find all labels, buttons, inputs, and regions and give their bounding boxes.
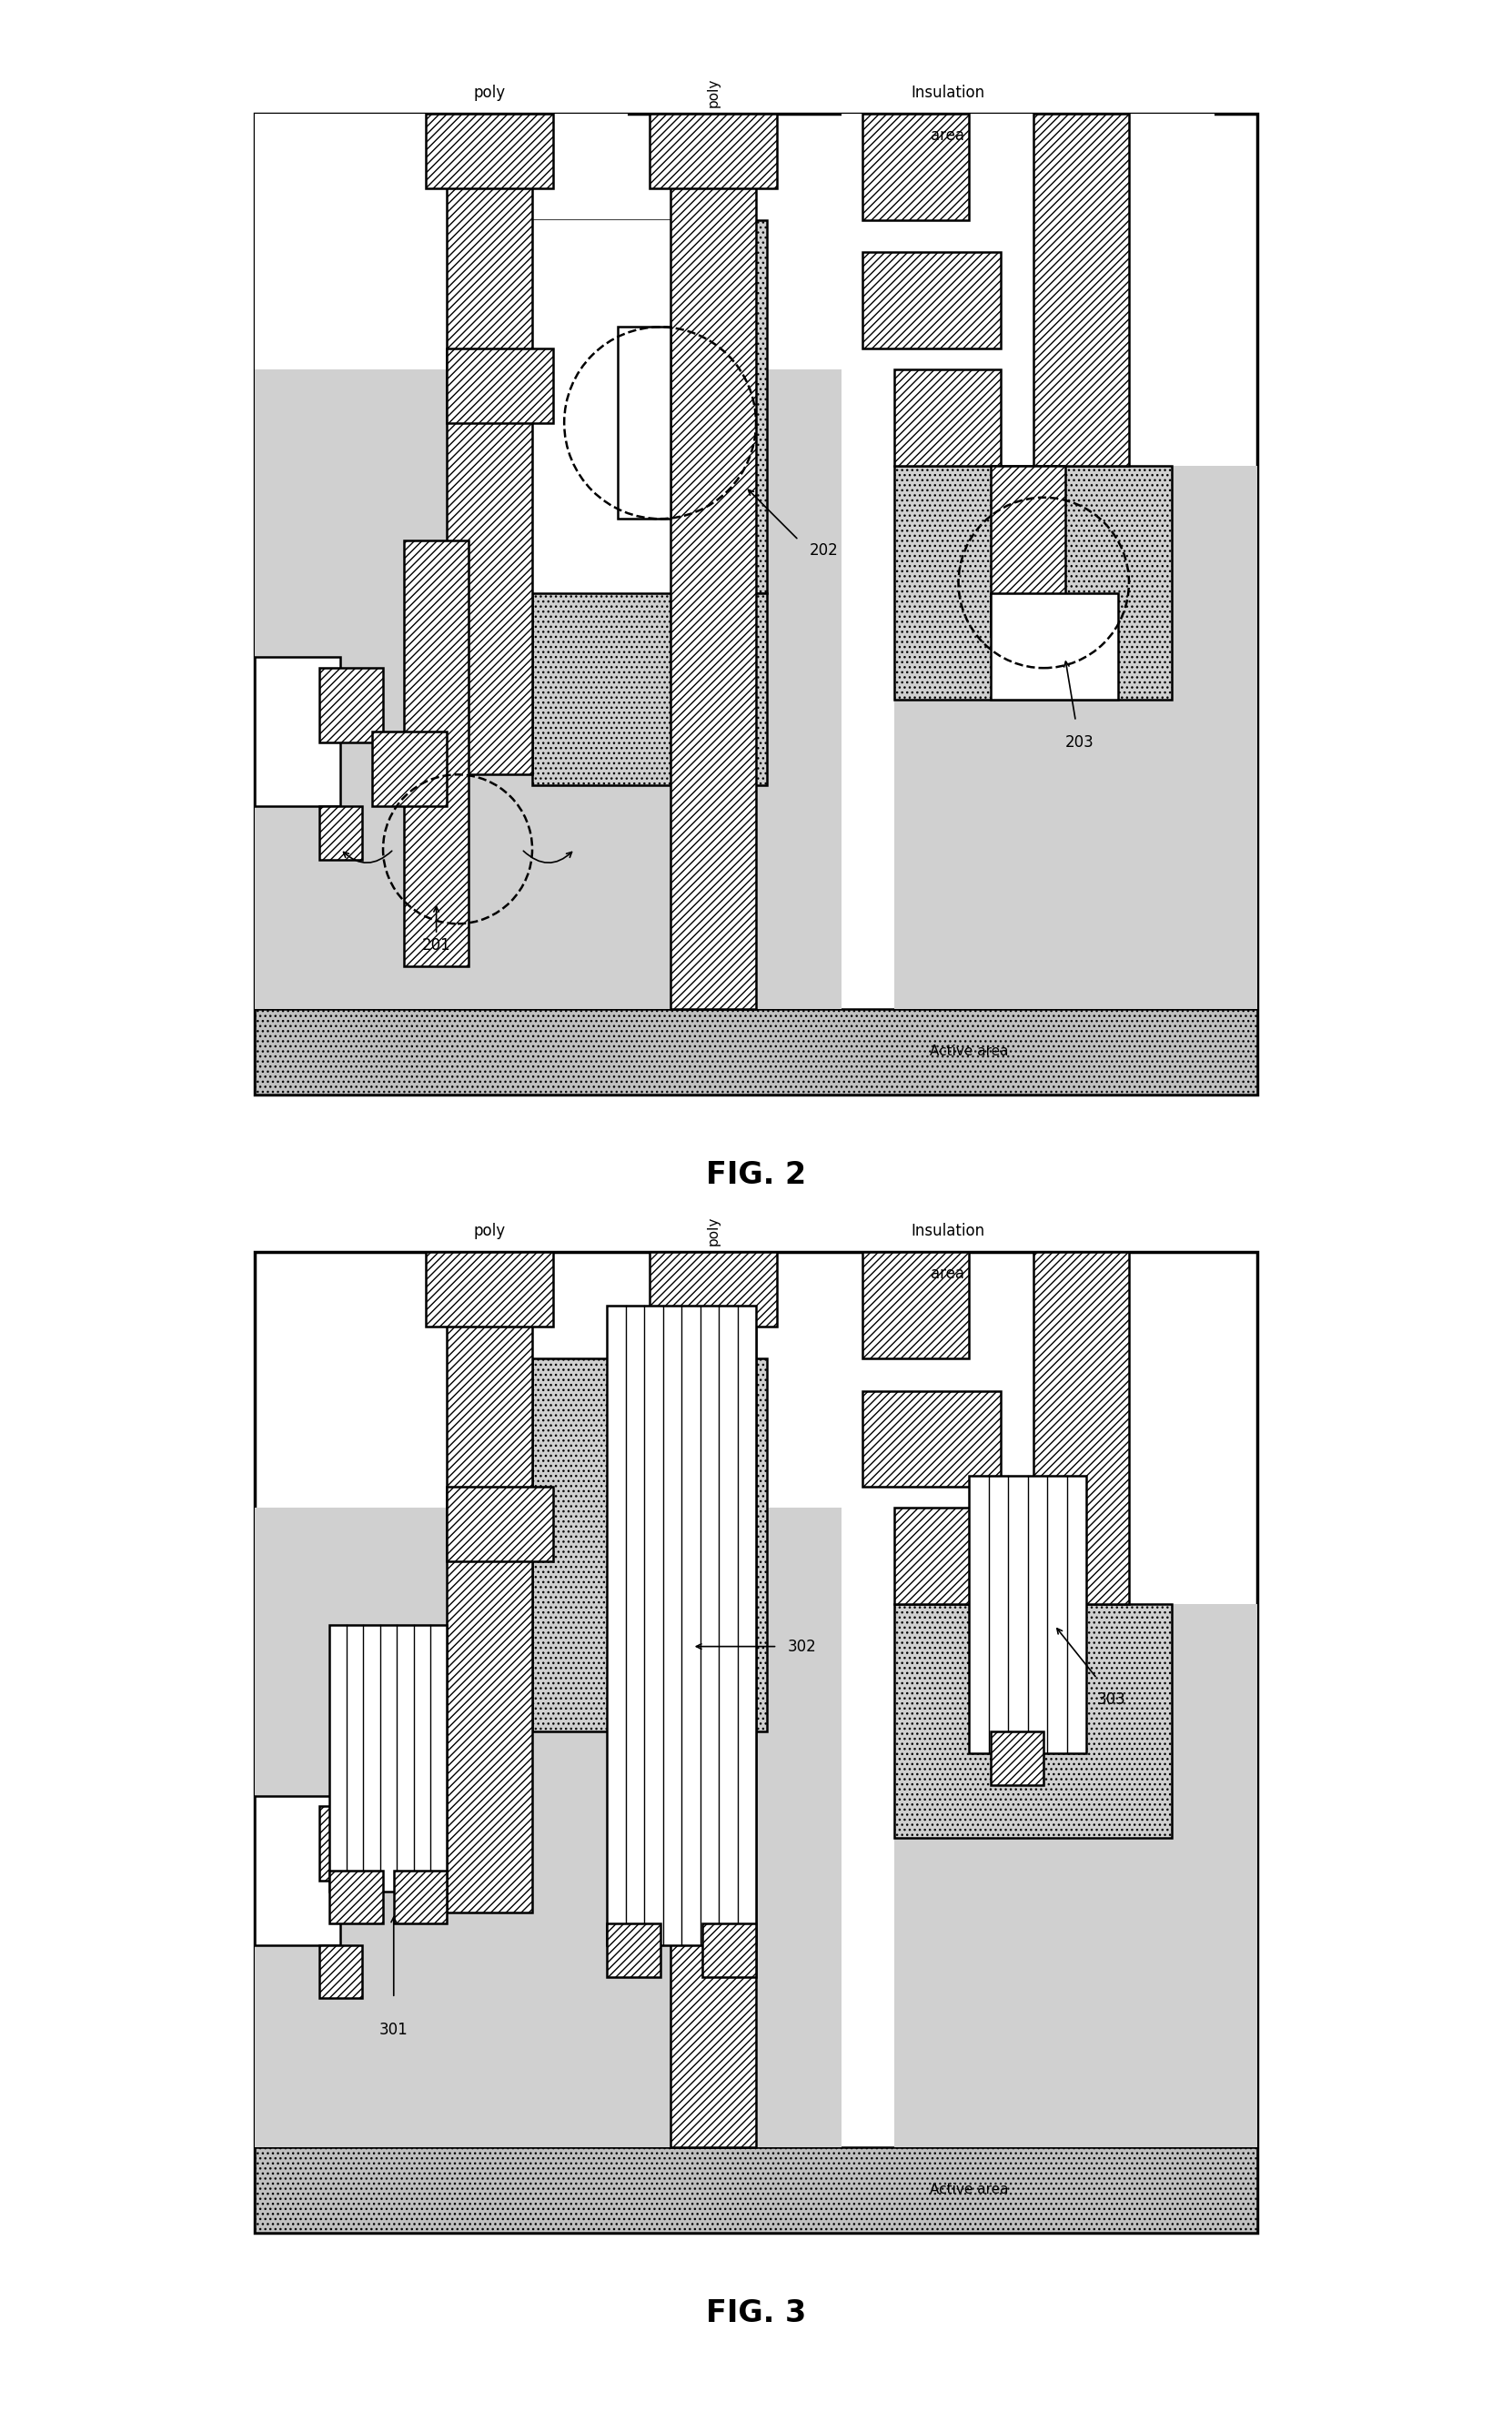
Bar bbox=[448, 1487, 553, 1562]
Bar bbox=[895, 1603, 1172, 1838]
Bar bbox=[448, 114, 532, 775]
Text: poly: poly bbox=[473, 1223, 505, 1240]
Bar bbox=[393, 1870, 448, 1923]
Bar bbox=[532, 593, 767, 785]
Bar bbox=[319, 1945, 361, 1998]
Bar bbox=[256, 1509, 841, 2148]
Bar bbox=[256, 371, 841, 1010]
Bar bbox=[532, 220, 767, 593]
Text: Insulation: Insulation bbox=[910, 1223, 984, 1240]
Bar bbox=[606, 1305, 756, 1945]
Bar bbox=[671, 114, 756, 1010]
Bar bbox=[617, 327, 671, 518]
Bar bbox=[895, 1603, 1256, 2148]
Bar bbox=[532, 1359, 767, 1732]
Bar bbox=[841, 114, 1214, 371]
Text: FIG. 2: FIG. 2 bbox=[706, 1160, 806, 1189]
Bar bbox=[895, 465, 1256, 1010]
Bar bbox=[895, 1509, 1001, 1603]
Bar bbox=[990, 593, 1119, 700]
Bar bbox=[319, 668, 383, 744]
Bar bbox=[372, 731, 448, 807]
Text: area: area bbox=[931, 1264, 965, 1281]
Bar bbox=[895, 371, 1001, 465]
Bar bbox=[862, 114, 969, 220]
Text: 201: 201 bbox=[422, 937, 451, 954]
Bar bbox=[990, 465, 1064, 637]
Bar bbox=[319, 807, 361, 860]
Bar bbox=[969, 1475, 1086, 1754]
Bar bbox=[990, 1732, 1043, 1785]
Bar bbox=[426, 114, 553, 189]
Bar bbox=[862, 1252, 969, 1359]
Bar bbox=[448, 349, 553, 424]
Text: Active area: Active area bbox=[930, 2182, 1009, 2197]
Bar bbox=[256, 1795, 340, 1945]
Bar bbox=[330, 1625, 448, 1892]
Bar bbox=[862, 1390, 1001, 1487]
Bar bbox=[606, 1923, 661, 1976]
Bar bbox=[319, 1807, 383, 1882]
Text: 303: 303 bbox=[1098, 1691, 1126, 1708]
Text: FIG. 3: FIG. 3 bbox=[706, 2298, 806, 2328]
Bar bbox=[330, 1870, 383, 1923]
Text: poly: poly bbox=[706, 78, 720, 107]
Bar bbox=[895, 465, 1172, 700]
Text: 302: 302 bbox=[788, 1637, 816, 1654]
Text: 203: 203 bbox=[1064, 734, 1093, 751]
Text: 202: 202 bbox=[809, 543, 838, 559]
Text: area: area bbox=[931, 126, 965, 143]
Bar bbox=[256, 1010, 1256, 1095]
Bar bbox=[650, 114, 777, 189]
Bar bbox=[256, 114, 627, 371]
Text: poly: poly bbox=[473, 85, 505, 102]
Bar bbox=[650, 1252, 777, 1327]
Text: Insulation: Insulation bbox=[910, 85, 984, 102]
Bar bbox=[862, 252, 1001, 349]
Bar bbox=[448, 1252, 532, 1913]
Bar bbox=[1033, 1252, 1129, 1603]
Bar bbox=[426, 1252, 553, 1327]
Bar bbox=[256, 656, 340, 807]
Text: 301: 301 bbox=[380, 2022, 408, 2039]
Bar bbox=[703, 1923, 756, 1976]
Bar bbox=[532, 220, 671, 593]
Text: poly: poly bbox=[706, 1216, 720, 1245]
Bar bbox=[1033, 114, 1129, 465]
Bar bbox=[671, 1252, 756, 2148]
Bar bbox=[404, 540, 469, 966]
Text: Active area: Active area bbox=[930, 1044, 1009, 1058]
Bar bbox=[256, 2148, 1256, 2233]
